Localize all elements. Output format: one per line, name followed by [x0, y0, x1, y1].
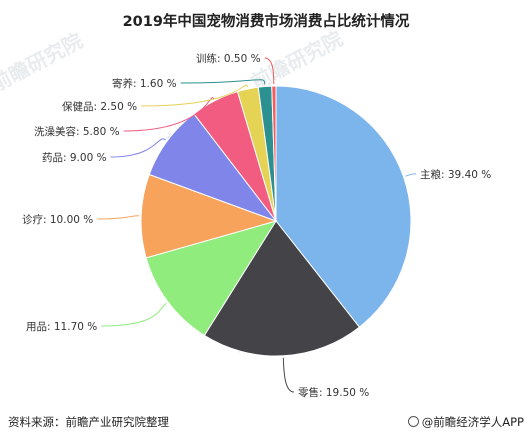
slice-label-5: 洗澡美容: 5.80 % [34, 125, 120, 138]
leader-line-2 [101, 302, 167, 327]
slice-label-2: 用品: 11.70 % [26, 321, 97, 333]
leader-line-6 [141, 84, 248, 107]
pie-slice-1 [203, 220, 361, 357]
pie-slice-8 [271, 85, 277, 222]
slice-label-7: 寄养: 1.60 % [112, 77, 177, 90]
pie-slices [140, 85, 412, 357]
watermark-text: 前瞻研究院 [0, 28, 87, 96]
leader-line-8 [264, 57, 275, 85]
leader-line-1 [282, 357, 295, 393]
slice-label-4: 药品: 9.00 % [42, 152, 107, 164]
chart-title: 2019年中国宠物消费市场消费占比统计情况 [122, 14, 410, 30]
leader-line-3 [97, 215, 140, 220]
slice-label-3: 诊疗: 10.00 % [22, 213, 93, 226]
leader-lines [97, 57, 417, 393]
brand-logo-icon [407, 416, 419, 427]
brand-credit: @前瞻经济学人APP [407, 414, 524, 430]
pie-slice-3 [140, 173, 278, 259]
slice-labels: 主粮: 39.40 % 零售: 19.50 % 用品: 11.70 % 诊疗: 10.… [22, 52, 491, 399]
slice-label-8: 训练: 0.50 % [196, 52, 261, 65]
leader-line-4 [110, 138, 166, 158]
leader-line-7 [180, 79, 266, 85]
brand-credit-text: @前瞻经济学人APP [421, 415, 524, 429]
slice-label-0: 主粮: 39.40 % [420, 168, 491, 181]
leader-line-0 [405, 173, 417, 177]
source-note: 资料来源：前瞻产业研究院整理 [8, 415, 169, 429]
pie-slice-2 [145, 220, 278, 337]
watermark-text: 前瞻研究院 [247, 26, 347, 94]
leader-line-5 [123, 97, 215, 132]
slice-label-1: 零售: 19.50 % [298, 386, 369, 399]
pie-slice-0 [275, 85, 412, 328]
slice-label-6: 保健品: 2.50 % [62, 100, 137, 113]
